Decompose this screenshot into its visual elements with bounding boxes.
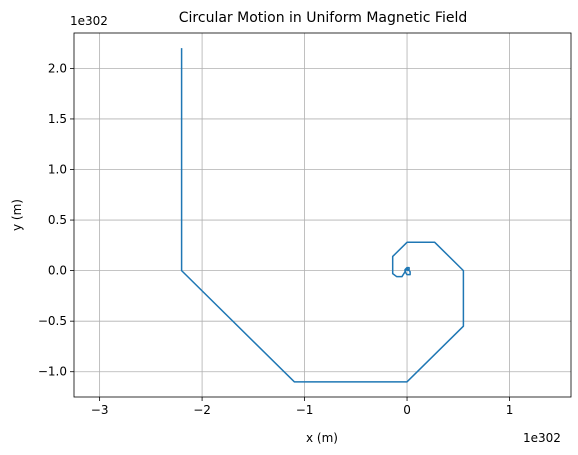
x-axis-label: x (m) [306, 431, 338, 445]
x-tick-label: 0 [403, 403, 411, 417]
series-layer [180, 48, 465, 383]
y-tick-label: −1.0 [38, 365, 67, 379]
y-tick-label: −0.5 [38, 314, 67, 328]
x-tick-layer: −3 −2 −1 0 1 [91, 397, 514, 417]
y-tick-label: 0.5 [48, 213, 67, 227]
x-offset-label: 1e302 [523, 431, 561, 445]
y-tick-label: 2.0 [48, 61, 67, 75]
series-line [180, 48, 465, 383]
y-offset-label: 1e302 [70, 14, 108, 28]
chart-title: Circular Motion in Uniform Magnetic Fiel… [179, 10, 467, 26]
grid-layer [74, 33, 571, 397]
y-tick-layer: −1.0 −0.5 0.0 0.5 1.0 1.5 2.0 [38, 61, 74, 379]
x-tick-label: −3 [91, 403, 109, 417]
y-tick-label: 1.5 [48, 112, 67, 126]
x-tick-label: −1 [296, 403, 314, 417]
plot-frame [73, 32, 572, 398]
y-axis-label: y (m) [10, 199, 24, 231]
y-tick-label: 0.0 [48, 264, 67, 278]
x-tick-label: 1 [506, 403, 514, 417]
y-tick-label: 1.0 [48, 163, 67, 177]
x-tick-label: −2 [193, 403, 211, 417]
